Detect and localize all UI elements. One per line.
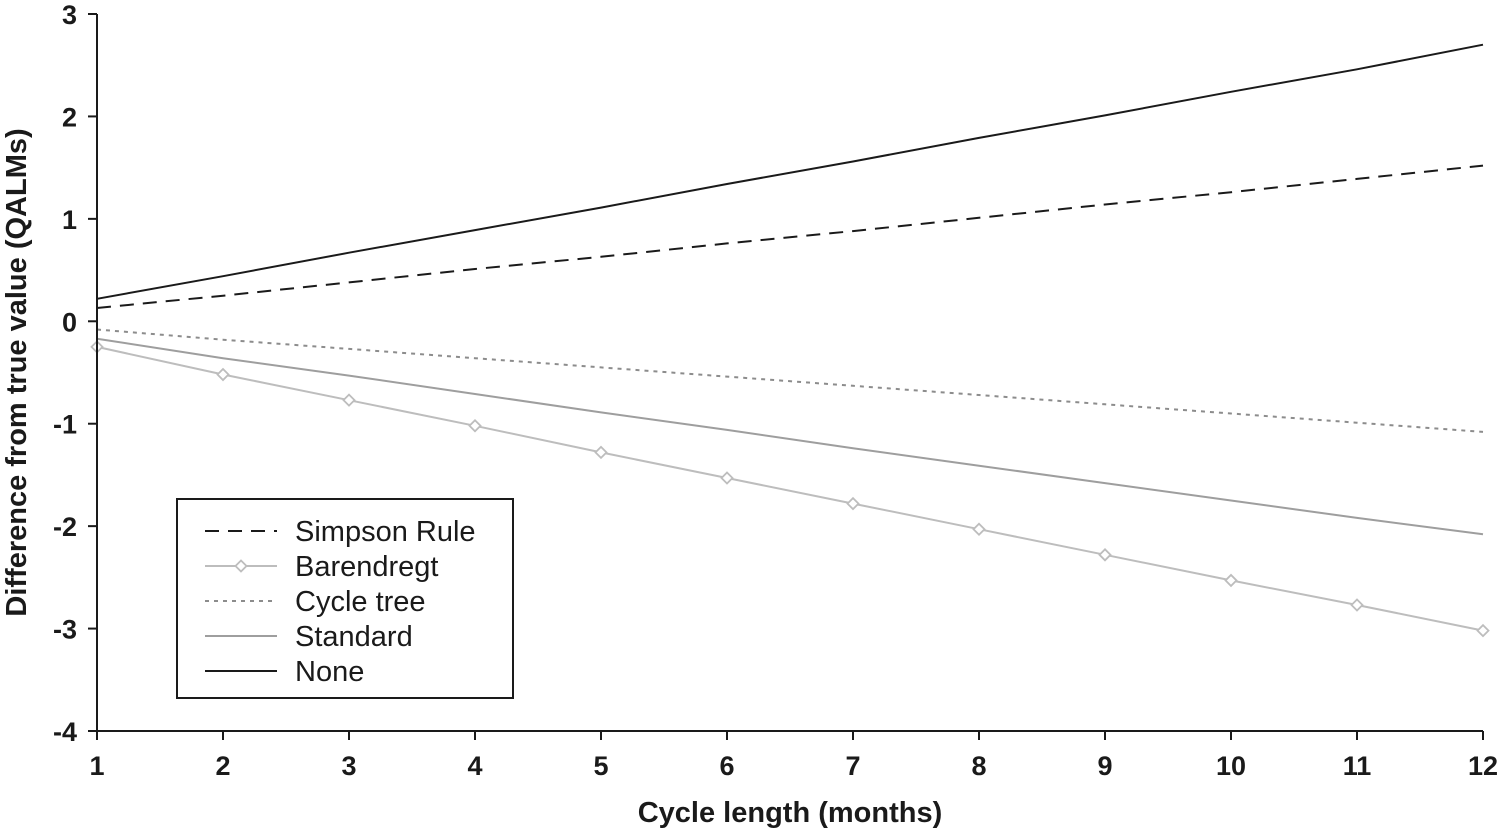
x-tick-label: 11 [1343, 751, 1372, 781]
series-line-simpson-rule [96, 164, 1484, 309]
series-layer [90, 43, 1490, 638]
data-point-barendregt [342, 393, 356, 407]
x-tick-label: 5 [593, 751, 608, 781]
x-tick-label: 7 [845, 751, 860, 781]
data-point-barendregt [468, 418, 482, 433]
legend-item-cycle-tree: Cycle tree [205, 586, 426, 618]
data-point-barendregt [846, 496, 860, 511]
data-point-barendregt [1098, 548, 1112, 562]
x-axis-ticks: 1 2 3 4 5 6 7 8 9 10 11 12 [89, 731, 1498, 781]
legend-label: Standard [295, 621, 413, 653]
y-axis-ticks: 3 2 1 0 -1 -2 -3 -4 [53, 0, 97, 747]
legend-item-standard: Standard [205, 621, 413, 653]
legend-item-barendregt: Barendregt [205, 551, 439, 583]
y-axis-title: Difference from true value (QALMs) [1, 128, 33, 616]
series-line-cycle-tree [96, 328, 1484, 433]
y-tick-label: 0 [62, 307, 77, 337]
x-tick-label: 10 [1216, 751, 1246, 781]
y-tick-label: -3 [53, 615, 77, 645]
data-point-barendregt [720, 471, 734, 485]
x-axis-title: Cycle length (months) [638, 797, 943, 829]
x-tick-label: 6 [719, 751, 734, 781]
x-tick-label: 9 [1097, 751, 1112, 781]
data-point-barendregt [972, 522, 986, 536]
legend-item-simpson-rule: Simpson Rule [205, 516, 476, 548]
x-tick-label: 12 [1468, 751, 1498, 781]
y-tick-label: 1 [62, 205, 77, 235]
data-point-barendregt [594, 445, 608, 460]
data-point-barendregt [1350, 598, 1364, 612]
series-line-barendregt [96, 345, 1484, 632]
x-tick-label: 2 [215, 751, 230, 781]
legend-label: Cycle tree [295, 586, 426, 618]
y-tick-label: -2 [53, 512, 77, 542]
legend-box [176, 498, 514, 699]
x-tick-label: 1 [89, 751, 104, 781]
data-point-barendregt [1224, 573, 1238, 588]
data-point-barendregt [216, 367, 230, 382]
y-tick-label: 3 [62, 0, 77, 30]
x-tick-label: 3 [341, 751, 356, 781]
y-tick-label: 2 [62, 102, 77, 132]
y-tick-label: -1 [53, 410, 77, 440]
legend-label: Barendregt [295, 551, 439, 583]
legend-marker [234, 559, 248, 573]
x-tick-label: 4 [467, 751, 482, 781]
y-tick-label: -4 [53, 717, 77, 747]
legend-item-none: None [205, 656, 364, 688]
legend-label: None [295, 656, 364, 688]
legend-label: Simpson Rule [295, 516, 476, 548]
series-line-none [96, 43, 1484, 300]
x-tick-label: 8 [971, 751, 986, 781]
series-line-standard [96, 337, 1484, 536]
data-point-barendregt [1476, 623, 1490, 638]
